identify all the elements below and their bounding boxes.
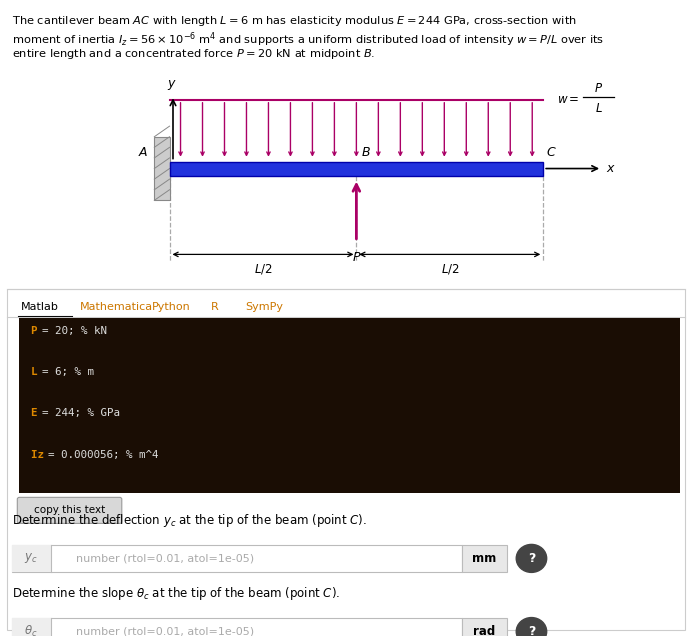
FancyBboxPatch shape	[17, 497, 122, 523]
Text: $P$: $P$	[352, 251, 361, 264]
Text: rad: rad	[473, 625, 495, 636]
FancyBboxPatch shape	[7, 289, 685, 630]
Text: = 0.000056; % m^4: = 0.000056; % m^4	[48, 450, 158, 460]
Text: = 244; % GPa: = 244; % GPa	[42, 408, 120, 418]
FancyBboxPatch shape	[462, 618, 507, 636]
Text: $B$: $B$	[361, 146, 370, 159]
Text: number (rtol=0.01, atol=1e-05): number (rtol=0.01, atol=1e-05)	[76, 553, 254, 563]
Text: = 20; % kN: = 20; % kN	[42, 326, 107, 336]
Text: $A$: $A$	[138, 146, 149, 159]
Bar	[19, 318, 680, 493]
Text: moment of inertia $I_z = 56 \times 10^{-6}$ m$^4$ and supports a uniform distrib: moment of inertia $I_z = 56 \times 10^{-…	[12, 31, 605, 49]
Text: $P$: $P$	[594, 82, 603, 95]
Text: P: P	[31, 326, 44, 336]
Bar	[154, 137, 170, 200]
Text: E: E	[31, 408, 44, 418]
Text: $x$: $x$	[606, 162, 615, 175]
Text: $w = $: $w = $	[557, 93, 580, 106]
Text: Determine the deflection $y_c$ at the tip of the beam (point $C$).: Determine the deflection $y_c$ at the ti…	[12, 512, 367, 529]
Bar	[12, 618, 51, 636]
FancyBboxPatch shape	[12, 545, 462, 572]
Text: number (rtol=0.01, atol=1e-05): number (rtol=0.01, atol=1e-05)	[76, 626, 254, 636]
Text: SymPy: SymPy	[246, 302, 284, 312]
Bar	[12, 545, 51, 572]
Circle shape	[516, 618, 547, 636]
Text: mm: mm	[472, 552, 497, 565]
FancyBboxPatch shape	[12, 618, 462, 636]
FancyBboxPatch shape	[462, 545, 507, 572]
Text: $L/2$: $L/2$	[441, 262, 459, 276]
Text: $L/2$: $L/2$	[254, 262, 272, 276]
Text: Matlab: Matlab	[21, 302, 59, 312]
Circle shape	[516, 544, 547, 572]
Text: Mathematica: Mathematica	[80, 302, 153, 312]
Text: $L$: $L$	[594, 102, 603, 114]
Text: L: L	[31, 367, 44, 377]
Text: R: R	[211, 302, 219, 312]
Text: $y$: $y$	[167, 78, 177, 92]
Text: entire length and a concentrated force $P = 20$ kN at midpoint $B$.: entire length and a concentrated force $…	[12, 47, 376, 61]
Text: $\theta_c$: $\theta_c$	[24, 624, 38, 636]
Text: $C$: $C$	[546, 146, 556, 159]
Text: $y_c$: $y_c$	[24, 551, 38, 565]
Bar	[170, 162, 543, 176]
Text: Python: Python	[152, 302, 191, 312]
Text: Determine the slope $\theta_c$ at the tip of the beam (point $C$).: Determine the slope $\theta_c$ at the ti…	[12, 585, 340, 602]
Text: ?: ?	[528, 552, 535, 565]
Text: = 6; % m: = 6; % m	[42, 367, 95, 377]
Text: ?: ?	[528, 625, 535, 636]
Text: Iz: Iz	[31, 450, 51, 460]
Text: copy this text: copy this text	[34, 506, 104, 515]
Text: The cantilever beam $AC$ with length $L = 6$ m has elasticity modulus $E = 244$ : The cantilever beam $AC$ with length $L …	[12, 14, 577, 28]
